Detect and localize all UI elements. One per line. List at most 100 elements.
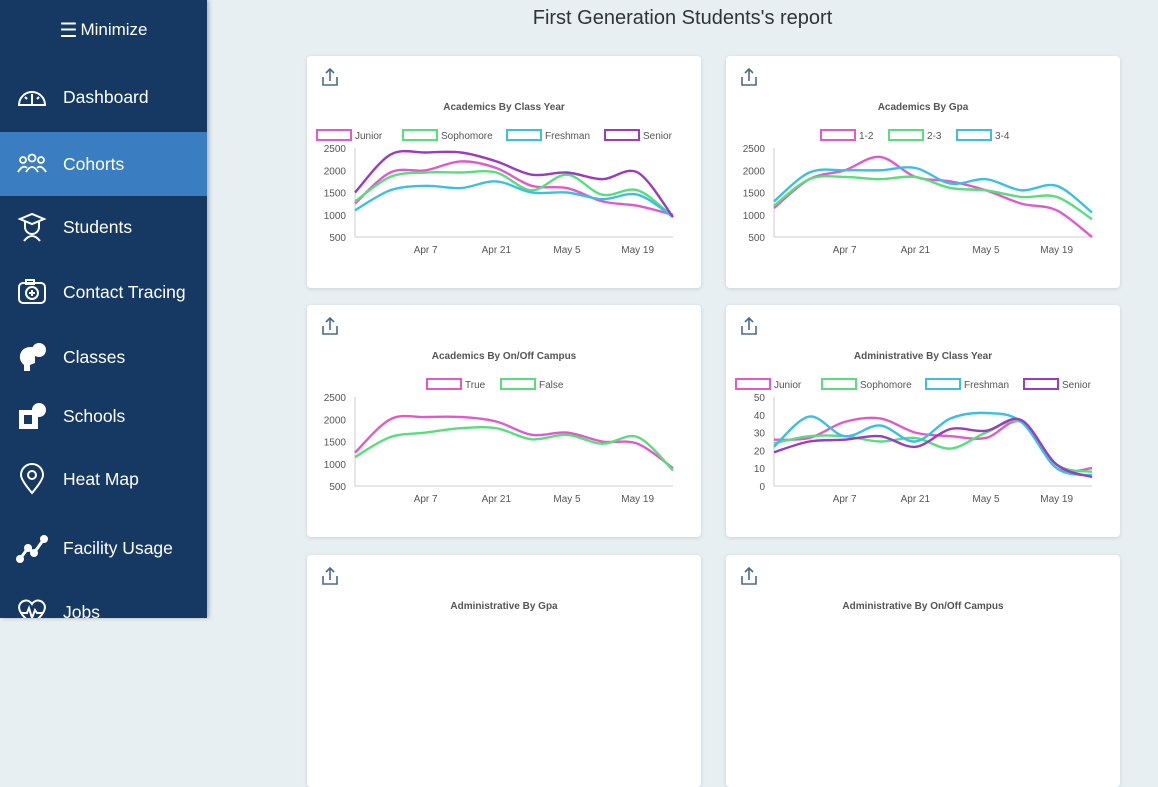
x-tick-label: Apr 21 (901, 494, 931, 505)
legend-item[interactable]: Sophomore (821, 378, 912, 391)
y-tick-label: 500 (748, 233, 765, 244)
sidebar-item-schools[interactable]: Schools (0, 384, 207, 448)
legend-item[interactable]: Freshman (506, 129, 590, 142)
sidebar-item-dashboard[interactable]: Dashboard (0, 65, 207, 129)
legend-label: 3-4 (995, 131, 1010, 142)
sidebar-item-facility-usage[interactable]: Facility Usage (0, 516, 207, 580)
legend-item[interactable]: 2-3 (888, 129, 942, 142)
legend-label: Senior (643, 131, 673, 142)
legend-item[interactable]: 1-2 (820, 129, 874, 142)
sidebar-item-label: Contact Tracing (63, 281, 186, 302)
legend-swatch (820, 129, 856, 141)
export-share-icon[interactable] (322, 316, 338, 335)
chart-card: Administrative By Gpa (307, 555, 701, 787)
schools-building-icon (16, 400, 48, 432)
minimize-button[interactable]: ☰ Minimize (0, 0, 207, 60)
series-line-senior (354, 149, 674, 218)
legend-label: Sophomore (441, 131, 493, 142)
minimize-label: Minimize (80, 20, 148, 39)
export-share-icon[interactable] (741, 566, 757, 585)
legend-item[interactable]: Senior (604, 129, 673, 142)
legend-item[interactable]: 3-4 (956, 129, 1010, 142)
y-tick-label: 30 (754, 429, 766, 440)
x-tick-label: Apr 21 (482, 494, 512, 505)
sidebar-item-classes[interactable]: Classes (0, 325, 207, 389)
legend-label: True (465, 380, 486, 391)
legend-label: Freshman (545, 131, 590, 142)
chart-academics-by-on-off-campus: Academics By On/Off Campus True False 2500 2… (322, 316, 674, 505)
sidebar-item-contact-tracing[interactable]: Contact Tracing (0, 260, 207, 324)
jobs-heartbeat-icon (16, 596, 48, 618)
x-tick-label: May 5 (972, 494, 1000, 505)
sidebar-item-label: Schools (63, 405, 126, 426)
y-tick-label: 20 (754, 446, 766, 457)
x-tick-label: Apr 7 (833, 245, 857, 256)
y-tick-label: 0 (759, 482, 765, 493)
y-tick-label: 10 (754, 464, 766, 475)
x-tick-label: May 19 (1040, 245, 1073, 256)
series-line-sophomore (354, 169, 674, 218)
x-tick-label: May 19 (1040, 494, 1073, 505)
export-share-icon[interactable] (741, 316, 757, 335)
series-line-false (354, 425, 674, 472)
y-tick-label: 1500 (324, 189, 347, 200)
x-tick-label: Apr 21 (901, 245, 931, 256)
export-share-icon[interactable] (741, 67, 757, 86)
legend-item[interactable]: Senior (1023, 378, 1092, 391)
x-tick-label: Apr 7 (414, 494, 438, 505)
y-tick-label: 50 (754, 393, 766, 404)
sidebar-item-label: Heat Map (63, 468, 139, 489)
chart-title: Academics By Class Year (443, 102, 565, 113)
sidebar-item-label: Cohorts (63, 153, 125, 174)
export-share-icon[interactable] (322, 566, 338, 585)
hamburger-icon: ☰ (59, 19, 78, 42)
chart-title: Academics By Gpa (878, 102, 969, 113)
series-line-senior (773, 417, 1093, 479)
chart-title: Administrative By On/Off Campus (842, 601, 1004, 612)
sidebar-item-heat-map[interactable]: Heat Map (0, 447, 207, 511)
sidebar-item-label: Jobs (63, 601, 100, 619)
sidebar-item-jobs[interactable]: Jobs (0, 580, 207, 618)
legend-item[interactable]: Junior (316, 129, 383, 142)
sidebar-item-label: Classes (63, 346, 126, 367)
contact-tracing-camera-icon (16, 276, 48, 308)
legend-item[interactable]: Junior (735, 378, 802, 391)
sidebar-item-label: Facility Usage (63, 537, 173, 558)
legend-swatch (821, 378, 857, 390)
y-tick-label: 2000 (743, 166, 766, 177)
legend-item[interactable]: False (500, 378, 564, 391)
legend-label: Junior (355, 131, 383, 142)
x-tick-label: May 5 (553, 245, 581, 256)
x-tick-label: Apr 21 (482, 245, 512, 256)
y-tick-label: 2500 (743, 144, 766, 155)
series-line-3-4 (773, 166, 1093, 214)
legend-item[interactable]: True (426, 378, 486, 391)
y-tick-label: 2500 (324, 144, 347, 155)
dashboard-gauge-icon (16, 81, 48, 113)
legend-swatch (735, 378, 771, 390)
legend-item[interactable]: Sophomore (402, 129, 493, 142)
export-share-icon[interactable] (322, 67, 338, 86)
y-tick-label: 1500 (743, 189, 766, 200)
chart-card: Academics By On/Off Campus True False 2500 2… (307, 305, 701, 537)
y-tick-label: 40 (754, 411, 766, 422)
sidebar-item-cohorts[interactable]: Cohorts (0, 132, 207, 196)
y-tick-label: 1500 (324, 438, 347, 449)
y-tick-label: 500 (329, 482, 346, 493)
x-tick-label: Apr 7 (414, 245, 438, 256)
series-line-sophomore (773, 419, 1093, 473)
y-tick-label: 2000 (324, 166, 347, 177)
legend-item[interactable]: Freshman (925, 378, 1009, 391)
chart-academics-by-gpa: Academics By Gpa 1-2 2-3 3-4 2500 2000 1500 100… (741, 67, 1093, 256)
legend-swatch (925, 378, 961, 390)
legend-swatch (402, 129, 438, 141)
y-tick-label: 1000 (743, 211, 766, 222)
x-tick-label: May 5 (972, 245, 1000, 256)
x-tick-label: Apr 7 (833, 494, 857, 505)
chart-academics-by-class-year: Academics By Class Year Junior Sophomore Fr… (316, 67, 674, 256)
legend-swatch (500, 378, 536, 390)
legend-label: False (539, 380, 564, 391)
chart-administrative-by-gpa: Administrative By Gpa (322, 566, 558, 612)
sidebar-item-students[interactable]: Students (0, 195, 207, 259)
x-tick-label: May 5 (553, 494, 581, 505)
